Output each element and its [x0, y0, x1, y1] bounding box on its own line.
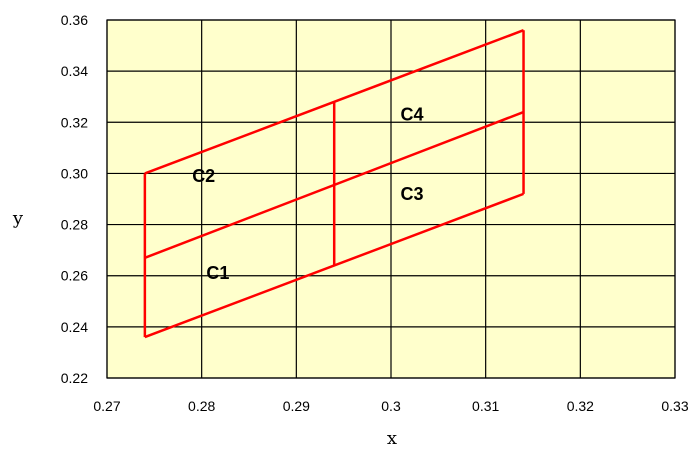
region-label-c4: C4 — [400, 105, 423, 125]
x-tick-label: 0.29 — [283, 398, 310, 414]
y-tick-label: 0.22 — [61, 370, 88, 386]
y-tick-label: 0.28 — [61, 217, 88, 233]
region-labels: C1 C2 C3 C4 — [192, 105, 423, 284]
x-tick-label: 0.32 — [567, 398, 594, 414]
x-axis-title: x — [387, 428, 397, 449]
y-tick-label: 0.24 — [61, 319, 88, 335]
y-tick-label: 0.32 — [61, 114, 88, 130]
y-tick-label: 0.26 — [61, 268, 88, 284]
y-tick-label: 0.34 — [61, 63, 88, 79]
x-tick-label: 0.3 — [381, 398, 401, 414]
x-tick-label: 0.28 — [188, 398, 215, 414]
region-label-c2: C2 — [192, 166, 215, 186]
y-tick-label: 0.30 — [61, 165, 88, 181]
x-tick-labels: 0.27 0.28 0.29 0.3 0.31 0.32 0.33 — [93, 398, 688, 414]
x-tick-label: 0.27 — [93, 398, 120, 414]
series-lines — [143, 29, 525, 339]
y-axis-title: y — [12, 208, 24, 229]
x-tick-label: 0.31 — [472, 398, 499, 414]
grid-lines — [106, 19, 676, 379]
y-tick-label: 0.36 — [61, 12, 88, 28]
region-label-c3: C3 — [400, 184, 423, 204]
x-tick-label: 0.33 — [661, 398, 688, 414]
y-tick-labels: 0.22 0.24 0.26 0.28 0.30 0.32 0.34 0.36 — [61, 12, 88, 386]
plot-border — [106, 19, 676, 379]
region-label-c1: C1 — [206, 263, 229, 283]
